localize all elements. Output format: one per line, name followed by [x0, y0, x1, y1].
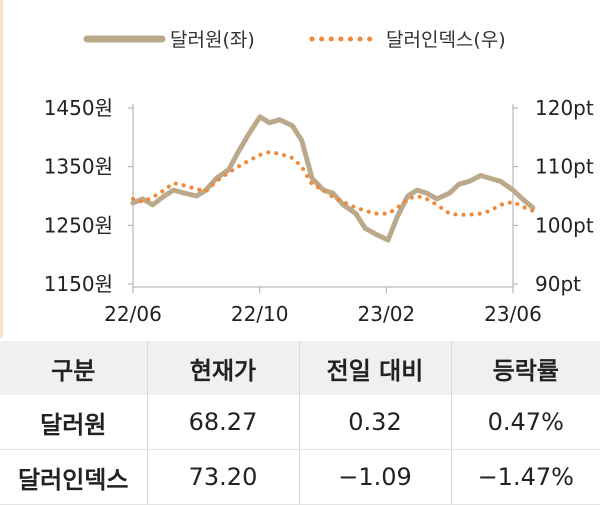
y-right-tick-label: 120pt [535, 96, 594, 120]
series-line-usdkrw [130, 114, 536, 243]
series-line-dxy [131, 150, 535, 217]
current-price-cell: 73.20 [146, 449, 299, 505]
legend-label-usdkrw: 달러원(좌) [170, 29, 255, 51]
dual-axis-line-chart: 달러원(좌) 달러인덱스(우) 1450원 1350원 1250원 1150원 120p… [44, 29, 594, 326]
y-right-tick-label: 110pt [535, 155, 594, 179]
table-row: 달러원 68.27 0.32 0.47% [0, 395, 600, 450]
row-label: 달러원 [0, 395, 147, 450]
accent-strip [0, 0, 3, 338]
y-left-tick-label: 1250원 [44, 213, 113, 237]
summary-table: 구분 현재가 전일 대비 등락률 달러원 68.27 0.32 0.47% 달러… [0, 341, 600, 505]
y-left-tick-label: 1350원 [44, 155, 113, 179]
current-price-cell: 68.27 [146, 395, 299, 450]
x-tick-label: 22/06 [104, 302, 162, 326]
series-lines [130, 114, 536, 243]
change-rate-cell: −1.47% [450, 449, 600, 505]
legend-item-usdkrw: 달러원(좌) [83, 29, 255, 51]
table-row: 달러인덱스 73.20 −1.09 −1.47% [0, 449, 600, 505]
header-current-price: 현재가 [146, 341, 299, 395]
change-rate-cell: 0.47% [450, 395, 600, 450]
change-cell: −1.09 [298, 449, 451, 505]
row-label: 달러인덱스 [0, 449, 147, 505]
y-right-tick-label: 100pt [535, 213, 594, 237]
x-tick-label: 22/10 [231, 302, 289, 326]
chart-legend: 달러원(좌) 달러인덱스(우) [83, 29, 506, 51]
y-left-tick-label: 1450원 [44, 96, 113, 120]
axis-ticks: 1450원 1350원 1250원 1150원 120pt 110pt 100pt 90pt 2… [44, 96, 594, 326]
table-header-row: 구분 현재가 전일 대비 등락률 [0, 341, 600, 395]
y-right-tick-label: 90pt [535, 272, 581, 296]
legend-label-dxy: 달러인덱스(우) [386, 29, 506, 51]
header-change: 전일 대비 [298, 341, 451, 395]
change-cell: 0.32 [298, 395, 451, 450]
y-left-tick-label: 1150원 [44, 272, 113, 296]
x-tick-label: 23/02 [358, 302, 416, 326]
legend-item-dxy: 달러인덱스(우) [309, 29, 506, 51]
plot-area: 1450원 1350원 1250원 1150원 120pt 110pt 100pt 90pt 2… [44, 96, 594, 326]
x-tick-label: 23/06 [484, 302, 542, 326]
header-category: 구분 [0, 341, 147, 395]
header-change-rate: 등락률 [450, 341, 600, 395]
